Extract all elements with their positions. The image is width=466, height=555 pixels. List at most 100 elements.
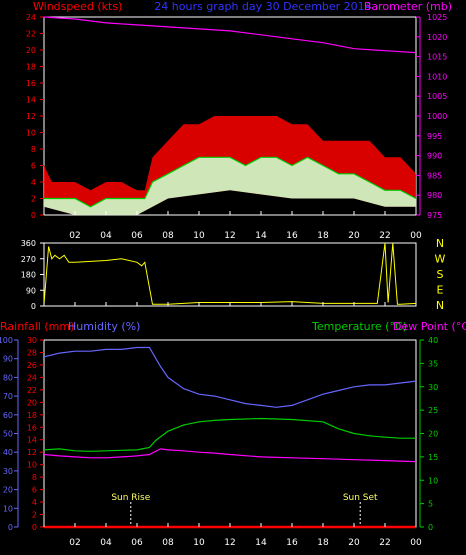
direction-compass-label: N [436,299,444,312]
barometer-tick-label: 1015 [427,53,447,62]
wind-time-label: 12 [224,231,235,241]
temperature-line [43,417,416,452]
temperature-tick-label: 0 [428,523,433,532]
windspeed-tick-label: 8 [31,145,36,154]
windspeed-tick-label: 12 [26,112,36,121]
direction-tick-label: 180 [21,271,36,280]
rainfall-tick-label: 2 [32,511,37,520]
wind-time-label: 14 [255,231,267,241]
wind-time-label: 16 [286,231,298,241]
wind-time-label: 10 [193,231,205,241]
barometer-tick-label: 1010 [427,72,447,81]
barometer-tick-label: 1000 [427,112,447,121]
rainfall-tick-label: 6 [32,486,37,495]
windspeed-tick-label: 6 [31,162,36,171]
barometer-tick-label: 990 [427,152,442,161]
direction-tick-label: 270 [21,255,36,264]
temp-time-label: 10 [193,538,205,548]
humidity-tick-label: 20 [3,486,13,495]
wind-speed-area [44,157,416,215]
temp-time-label: 16 [286,538,298,548]
humidity-tick-label: 90 [3,355,13,364]
wind-time-label: 04 [100,231,112,241]
direction-compass-label: S [437,268,444,281]
rainfall-tick-label: 10 [27,461,37,470]
temperature-tick-label: 30 [428,383,438,392]
windspeed-tick-label: 14 [26,96,36,105]
sunrise-label: Sun Rise [111,493,150,503]
barometer-tick-label: 985 [427,171,442,180]
temperature-tick-label: 25 [428,406,438,415]
humidity-tick-label: 100 [0,336,13,345]
wind-time-label: 06 [131,231,143,241]
temperature-tick-label: 20 [428,430,438,439]
windspeed-tick-label: 24 [26,13,36,22]
rainfall-tick-label: 18 [27,411,37,420]
chart-title: 24 hours graph day 30 December 2014 [154,0,371,13]
temp-time-label: 06 [131,538,143,548]
rainfall-axis-title: Rainfall (mm) [0,320,74,333]
dewpoint-axis-title: Dew Point (°C) [393,320,466,333]
barometer-tick-label: 980 [427,191,442,200]
humidity-axis-title: Humidity (%) [68,320,140,333]
rainfall-tick-label: 30 [27,336,37,345]
temperature-tick-label: 10 [428,476,438,485]
windspeed-tick-label: 2 [31,195,36,204]
barometer-tick-label: 1025 [427,13,447,22]
direction-tick-label: 0 [31,302,36,311]
windspeed-tick-label: 18 [26,63,36,72]
direction-compass-label: E [437,284,444,297]
humidity-tick-label: 60 [3,411,13,420]
temperature-tick-label: 35 [428,359,438,368]
rainfall-tick-label: 4 [32,498,37,507]
barometer-tick-label: 1020 [427,33,447,42]
dewpoint-line [43,448,417,463]
windspeed-tick-label: 4 [31,178,36,187]
rainfall-tick-label: 12 [27,448,37,457]
temperature-tick-label: 5 [428,500,433,509]
temp-time-label: 04 [100,538,112,548]
temp-time-label: 00 [410,538,422,548]
temp-time-label: 14 [255,538,267,548]
windspeed-tick-label: 0 [31,211,36,220]
rainfall-tick-label: 16 [27,423,37,432]
temperature-tick-label: 15 [428,453,438,462]
barometer-tick-label: 995 [427,132,442,141]
temp-time-label: 18 [317,538,329,548]
rainfall-tick-label: 28 [27,348,37,357]
temp-time-label: 20 [348,538,360,548]
direction-compass-label: N [436,237,444,250]
humidity-tick-label: 70 [3,392,13,401]
temp-time-label: 22 [379,538,390,548]
humidity-tick-label: 0 [8,523,13,532]
rainfall-tick-label: 24 [27,373,37,382]
temp-time-label: 02 [69,538,80,548]
windspeed-tick-label: 22 [26,30,36,39]
rainfall-tick-label: 8 [32,473,37,482]
wind-time-label: 18 [317,231,329,241]
barometer-tick-label: 975 [427,211,442,220]
temperature-tick-label: 40 [428,336,438,345]
average-wind-line [44,156,417,208]
direction-compass-label: W [435,253,446,266]
temp-time-label: 08 [162,538,174,548]
wind-time-label: 22 [379,231,390,241]
rainfall-tick-label: 26 [27,361,37,370]
humidity-tick-label: 80 [3,373,13,382]
rainfall-tick-label: 0 [32,523,37,532]
barometer-axis-title: Barometer (mb) [364,0,452,13]
rainfall-tick-label: 20 [27,398,37,407]
humidity-line [43,346,417,408]
direction-tick-label: 360 [21,239,36,248]
barometer-tick-label: 1005 [427,92,447,101]
barometer-line [43,16,417,54]
windspeed-tick-label: 20 [26,46,36,55]
wind-time-label: 20 [348,231,360,241]
temp-time-label: 12 [224,538,235,548]
sunset-label: Sun Set [343,493,378,503]
windspeed-tick-label: 10 [26,129,36,138]
humidity-tick-label: 30 [3,467,13,476]
humidity-tick-label: 50 [3,430,13,439]
